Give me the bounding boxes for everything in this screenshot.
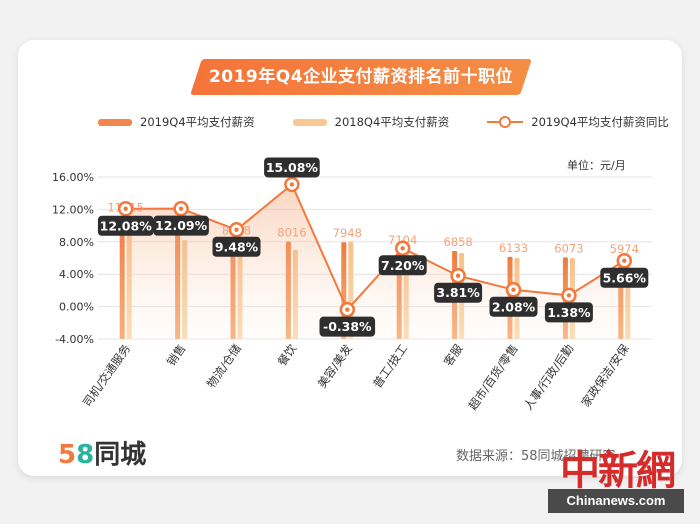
yoy-point-core	[622, 258, 627, 263]
x-category-label: 家政保洁/安保	[578, 341, 632, 409]
x-category-label: 物流/仓储	[204, 341, 244, 390]
legend: 2019Q4平均支付薪资 2018Q4平均支付薪资 2019Q4平均支付薪资同比	[98, 114, 669, 130]
yoy-label-box	[97, 215, 154, 236]
legend-swatch-yoy	[487, 116, 524, 128]
bar-value-label: 7948	[333, 226, 362, 240]
yoy-point-core	[511, 287, 516, 292]
unit-label: 单位：元/月	[567, 159, 626, 172]
yoy-label-box	[600, 267, 649, 288]
yoy-label-box	[153, 215, 209, 236]
brand-logo: 58同城	[58, 434, 146, 471]
bar-value-label: 5974	[610, 242, 639, 256]
yoy-point-core	[178, 206, 184, 211]
y-tick-label: -4.00%	[55, 333, 94, 346]
x-category-label: 客服	[441, 341, 466, 368]
x-category-label: 餐饮	[275, 341, 300, 368]
yoy-label-box	[489, 296, 538, 317]
x-category-label: 司机/交通服务	[80, 341, 134, 409]
watermark-cn: 中新網	[560, 447, 676, 494]
legend-label-2019: 2019Q4平均支付薪资	[140, 115, 255, 129]
legend-swatch-2018	[292, 118, 327, 126]
bar-value-label: 8016	[277, 226, 306, 240]
yoy-value-label: 1.38%	[547, 305, 591, 320]
source-note: 数据来源：58同城招聘研究	[456, 449, 616, 464]
yoy-value-label: 5.66%	[603, 270, 647, 285]
yoy-point-core	[400, 246, 405, 251]
logo-digit-5: 5	[58, 440, 77, 470]
y-tick-label: 4.00%	[59, 268, 94, 281]
yoy-label-box	[544, 302, 593, 323]
x-category-label: 销售	[164, 342, 189, 369]
yoy-value-label: 15.08%	[266, 160, 319, 175]
bar-value-label: 6073	[554, 241, 583, 255]
legend-swatch-2019	[98, 118, 132, 126]
yoy-value-label: 3.81%	[436, 285, 480, 300]
yoy-value-label: 12.09%	[155, 218, 208, 233]
yoy-point-core	[123, 206, 128, 211]
yoy-value-label: 7.20%	[381, 258, 425, 273]
y-tick-label: 0.00%	[59, 301, 94, 314]
legend-item-2019: 2019Q4平均支付薪资	[98, 114, 255, 130]
yoy-value-label: -0.38%	[323, 319, 372, 334]
yoy-point-core	[455, 273, 461, 278]
yoy-label-box	[434, 282, 483, 303]
x-category-label: 超市/百货/零售	[465, 342, 520, 413]
logo-digit-8: 8	[76, 440, 95, 470]
yoy-point-core	[234, 227, 239, 233]
yoy-value-label: 12.08%	[100, 218, 153, 233]
bar-2019	[119, 216, 125, 339]
x-category-label: 普工/技工	[370, 342, 410, 391]
bar-value-label: 7104	[388, 233, 417, 247]
legend-item-2018: 2018Q4平均支付薪资	[292, 114, 450, 130]
yoy-value-label: 2.08%	[492, 299, 536, 314]
yoy-point-core	[345, 307, 350, 312]
y-tick-label: 16.00%	[52, 171, 94, 184]
chart-title: 2019年Q4企业支付薪资排名前十职位	[208, 67, 514, 87]
yoy-label-box	[264, 157, 320, 178]
yoy-point-core	[566, 293, 572, 298]
watermark-en: Chinanews.com	[548, 489, 684, 513]
x-category-label: 人事/行政/后勤	[521, 342, 576, 413]
y-tick-label: 8.00%	[59, 236, 94, 249]
bar-value-label: 6133	[499, 241, 528, 255]
yoy-label-box	[319, 316, 376, 337]
yoy-value-label: 9.48%	[215, 239, 259, 254]
yoy-label-box	[212, 236, 261, 257]
yoy-label-box	[378, 255, 427, 276]
logo-text: 同城	[94, 440, 147, 470]
x-category-label: 美容/美发	[315, 341, 355, 390]
legend-item-yoy: 2019Q4平均支付薪资同比	[487, 114, 669, 130]
legend-label-yoy: 2019Q4平均支付薪资同比	[531, 115, 669, 129]
yoy-point-core	[289, 182, 295, 187]
legend-label-2018: 2018Q4平均支付薪资	[334, 115, 450, 129]
y-tick-label: 12.00%	[52, 203, 94, 216]
bar-value-label: 6858	[443, 235, 472, 249]
